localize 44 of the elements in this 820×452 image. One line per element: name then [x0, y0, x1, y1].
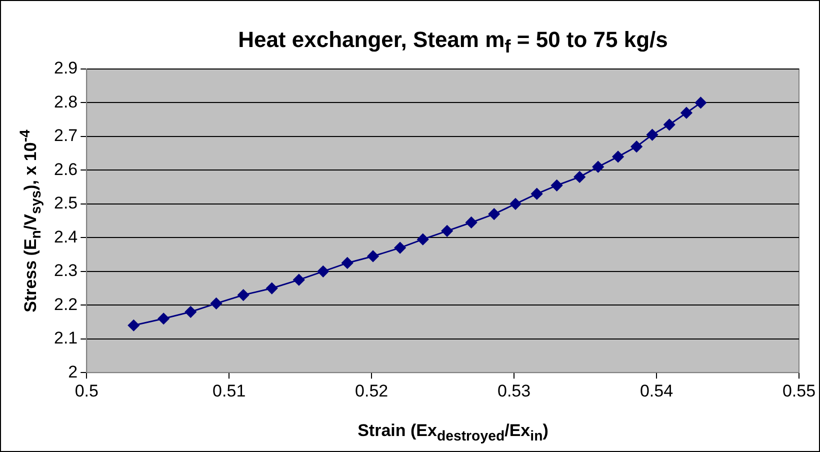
- x-tick-label: 0.55: [782, 381, 816, 400]
- y-tick-label: 2.3: [54, 261, 78, 280]
- point: [266, 282, 278, 294]
- y-tick-label: 2: [68, 362, 78, 382]
- point: [646, 129, 658, 141]
- point: [592, 161, 604, 173]
- x-axis-title: Strain (Ex$_{destroyed}$/Ex$_{in}$): [356, 421, 550, 444]
- point: [210, 298, 222, 310]
- y-tick-label: 2.1: [54, 328, 78, 348]
- point: [293, 274, 305, 286]
- y-tick-label: 2.8: [54, 92, 78, 112]
- point: [317, 266, 329, 278]
- y-tick-label: 2.6: [54, 160, 78, 179]
- point: [158, 312, 170, 324]
- point: [394, 242, 406, 254]
- point: [612, 150, 624, 162]
- x-tick-label: 0.53: [498, 381, 531, 400]
- x-tick-label: 0.5: [74, 381, 98, 400]
- point: [680, 107, 692, 119]
- point: [184, 306, 196, 318]
- point: [664, 118, 676, 130]
- point: [128, 320, 140, 332]
- y-tick-label: 2.9: [54, 58, 78, 78]
- y-tick-label: 2.7: [54, 126, 78, 146]
- y-tick-label: 2.2: [54, 294, 78, 314]
- point: [694, 96, 706, 108]
- point: [551, 180, 563, 192]
- y-tick-label: 2.4: [54, 227, 78, 246]
- point: [417, 234, 429, 246]
- y-tick-label: 2.5: [54, 194, 78, 213]
- point: [531, 188, 543, 200]
- point: [367, 250, 379, 262]
- x-tick-label: 0.52: [355, 381, 388, 400]
- x-tick-label: 0.54: [640, 381, 674, 400]
- x-tick-label: 0.51: [212, 381, 246, 400]
- point: [630, 140, 642, 152]
- point: [238, 289, 250, 301]
- chart-title: Heat exchanger, Steam m$_{f}$ = 50 to 75 kg/s: [237, 27, 669, 58]
- point: [510, 198, 522, 210]
- point: [488, 208, 500, 220]
- point: [342, 257, 354, 269]
- point: [441, 225, 453, 237]
- point: [466, 216, 478, 228]
- point: [574, 171, 586, 183]
